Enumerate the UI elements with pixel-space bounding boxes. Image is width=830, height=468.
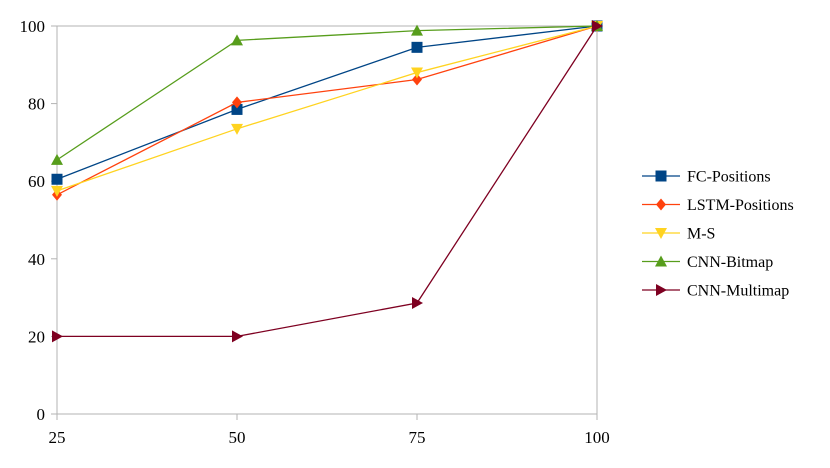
legend-marker bbox=[655, 170, 667, 182]
y-tick-label: 80 bbox=[28, 95, 45, 114]
chart-axes: 0 20 40 60 80 100 25 50 75 100 bbox=[20, 17, 610, 447]
data-point bbox=[232, 330, 243, 343]
y-tick-label: 20 bbox=[28, 327, 45, 346]
legend-item: LSTM-Positions bbox=[642, 197, 794, 214]
data-point bbox=[411, 24, 423, 36]
legend-item: FC-Positions bbox=[642, 169, 771, 186]
y-tick-label: 100 bbox=[20, 17, 46, 36]
data-point bbox=[592, 20, 603, 32]
y-tick-label: 0 bbox=[37, 405, 46, 424]
series-cnn-multimap bbox=[52, 20, 603, 343]
series-line bbox=[56, 25, 598, 161]
series-lstm-positions bbox=[52, 20, 602, 201]
data-point bbox=[231, 123, 243, 135]
legend-item: M-S bbox=[642, 226, 715, 243]
legend-marker bbox=[655, 255, 667, 267]
legend-label: M-S bbox=[687, 226, 715, 243]
data-point bbox=[412, 73, 422, 86]
series-fc-positions bbox=[51, 20, 603, 185]
series-line bbox=[56, 25, 598, 192]
legend-label: CNN-Bitmap bbox=[687, 254, 773, 271]
series-line bbox=[56, 25, 598, 180]
legend-label: FC-Positions bbox=[687, 169, 771, 186]
y-tick-label: 60 bbox=[28, 172, 45, 191]
data-point bbox=[51, 185, 63, 197]
series-m-s bbox=[51, 21, 603, 197]
x-tick-label: 75 bbox=[409, 428, 426, 447]
x-tick-label: 50 bbox=[229, 428, 246, 447]
legend-item: CNN-Bitmap bbox=[642, 254, 773, 271]
chart-series bbox=[51, 20, 603, 343]
series-line bbox=[56, 25, 598, 196]
data-point bbox=[51, 173, 63, 185]
data-point bbox=[52, 330, 63, 343]
legend-label: CNN-Multimap bbox=[687, 283, 789, 300]
x-tick-label: 100 bbox=[584, 428, 610, 447]
data-point bbox=[51, 153, 63, 165]
x-tick-label: 25 bbox=[49, 428, 66, 447]
legend-marker bbox=[656, 198, 666, 211]
data-point bbox=[231, 34, 243, 46]
data-point bbox=[411, 41, 423, 53]
legend-label: LSTM-Positions bbox=[687, 197, 794, 214]
data-point bbox=[231, 103, 243, 115]
y-tick-label: 40 bbox=[28, 250, 45, 269]
data-point bbox=[232, 96, 242, 109]
data-point bbox=[411, 67, 423, 79]
legend-marker bbox=[656, 284, 667, 296]
data-point bbox=[412, 297, 423, 310]
chart-legend: FC-Positions LSTM-Positions M-S CNN-Bitmap C… bbox=[642, 169, 794, 300]
legend-marker bbox=[655, 228, 667, 239]
series-line bbox=[57, 25, 598, 338]
legend-item: CNN-Multimap bbox=[642, 283, 789, 300]
